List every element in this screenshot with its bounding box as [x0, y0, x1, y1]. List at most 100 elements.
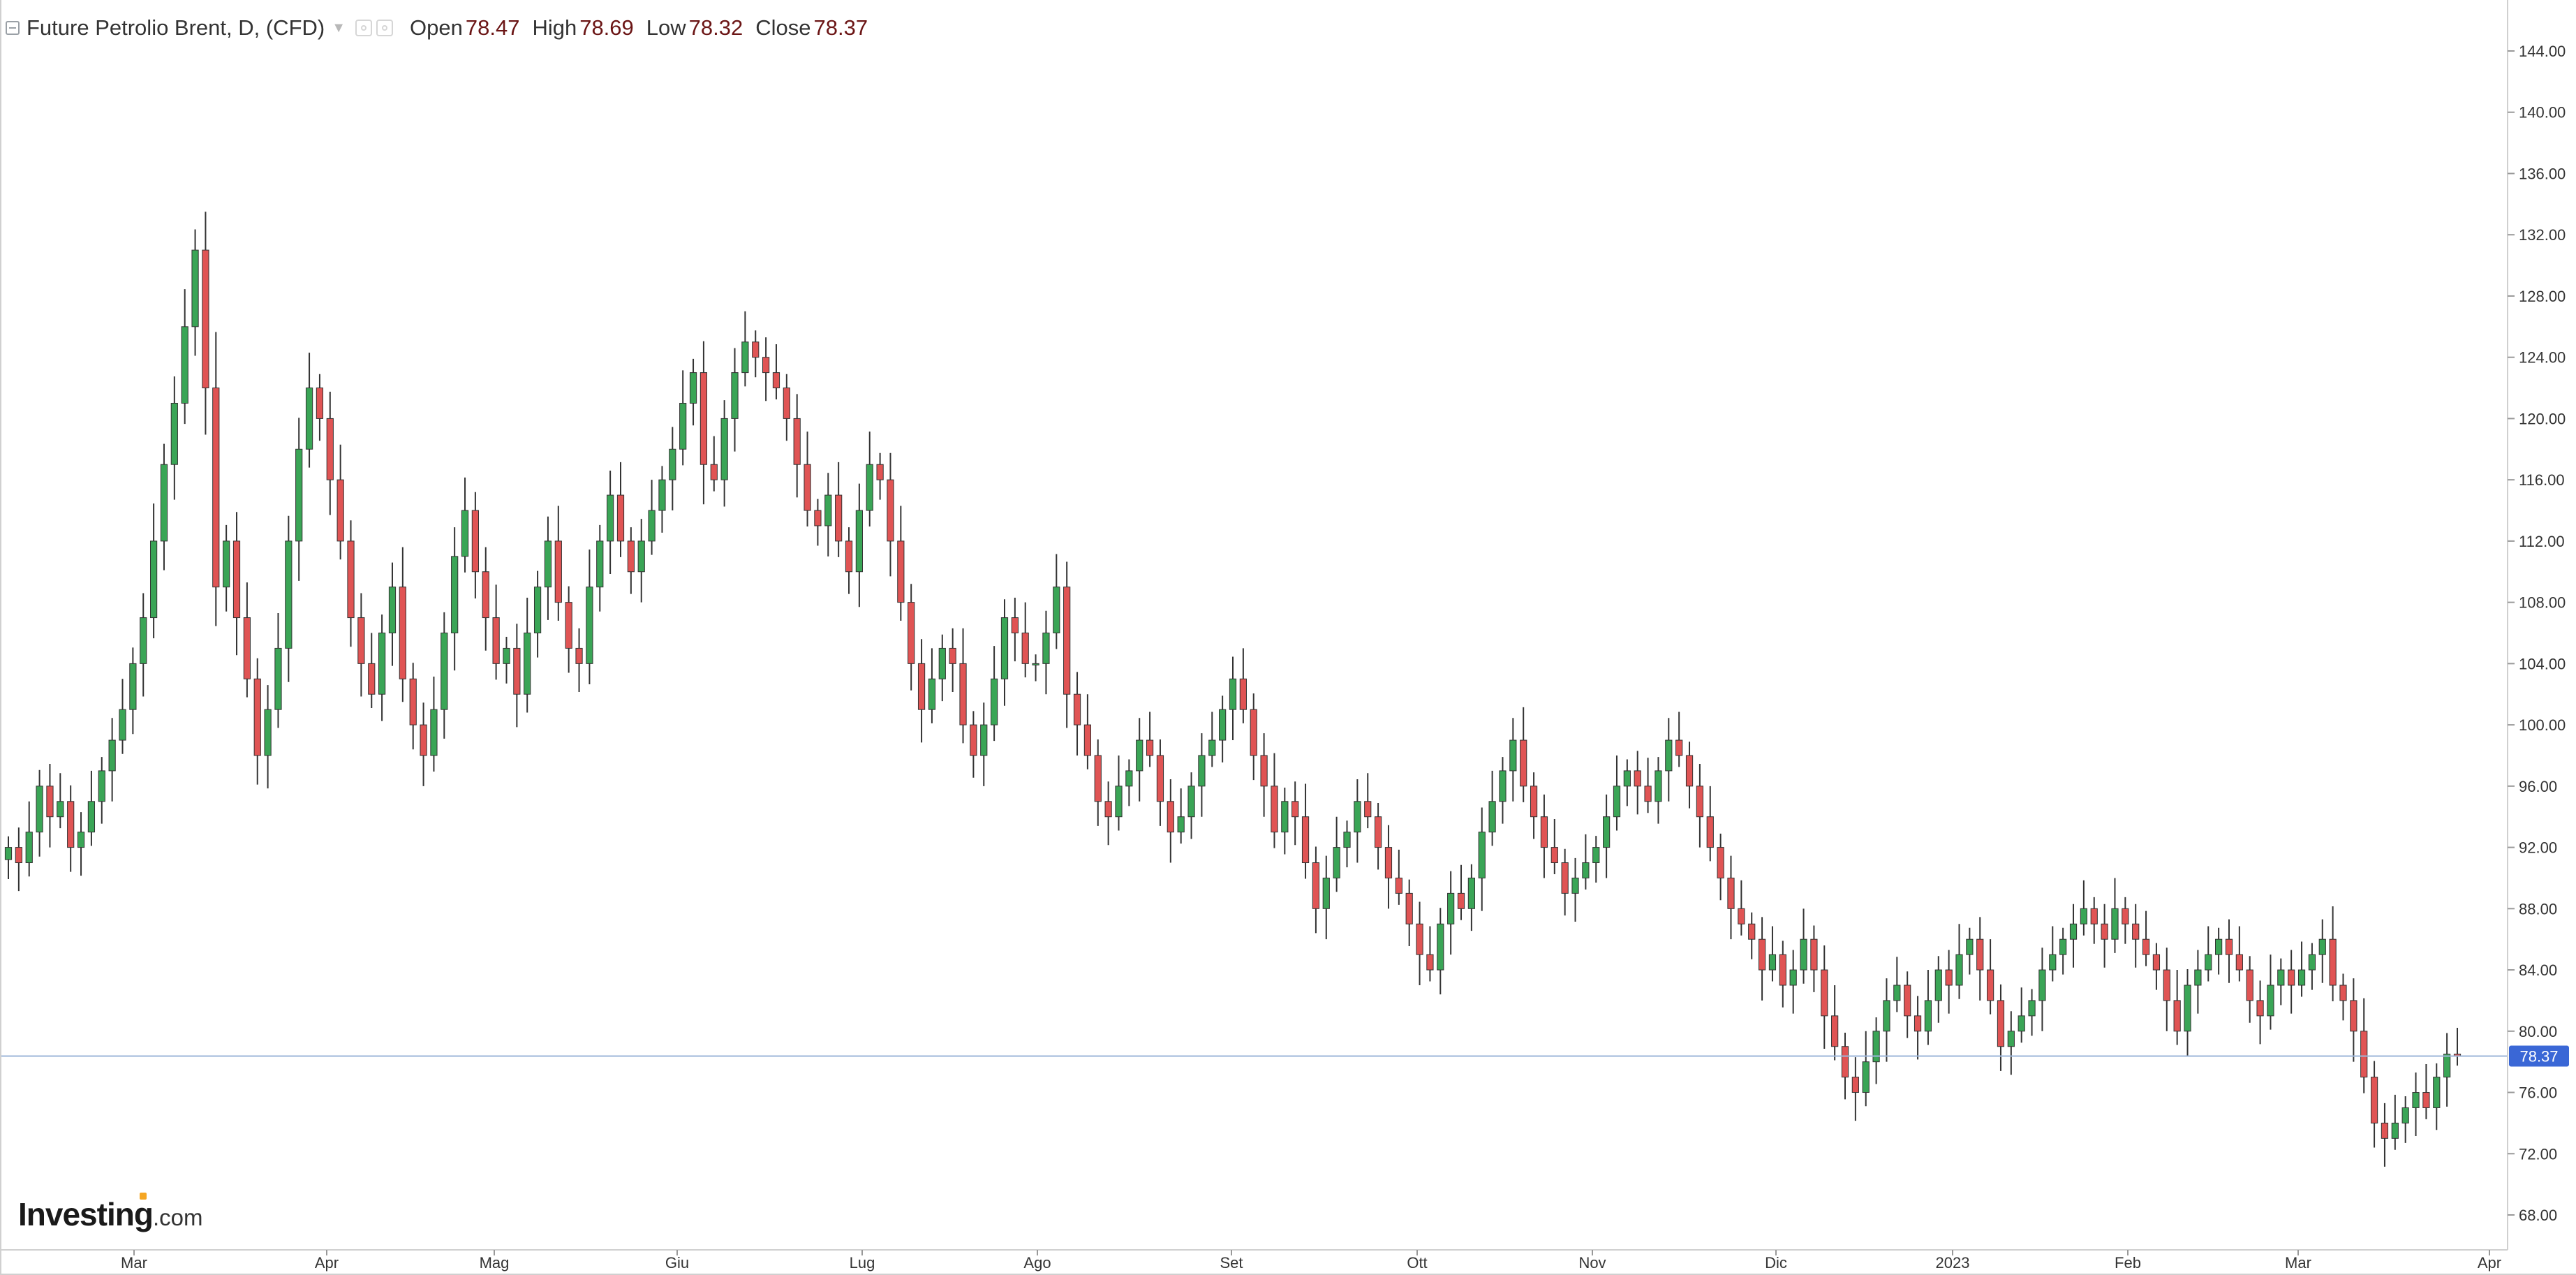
- candle[interactable]: [2090, 897, 2098, 944]
- candle[interactable]: [77, 812, 85, 876]
- candle[interactable]: [2308, 943, 2316, 990]
- candle[interactable]: [316, 374, 324, 441]
- candle[interactable]: [1966, 927, 1974, 975]
- candle[interactable]: [1665, 718, 1673, 802]
- candle[interactable]: [1499, 757, 1507, 824]
- candle[interactable]: [1706, 786, 1714, 862]
- candle[interactable]: [2142, 911, 2150, 966]
- candle[interactable]: [482, 547, 489, 651]
- candle[interactable]: [492, 584, 500, 680]
- candle[interactable]: [2329, 906, 2337, 1002]
- candle[interactable]: [108, 718, 116, 802]
- candle[interactable]: [357, 593, 365, 697]
- candle[interactable]: [1997, 984, 2005, 1071]
- candle[interactable]: [1758, 917, 1766, 1001]
- candle[interactable]: [1260, 733, 1268, 817]
- candle[interactable]: [596, 524, 604, 612]
- candle[interactable]: [1437, 908, 1444, 995]
- candle[interactable]: [1821, 945, 1828, 1049]
- candle[interactable]: [1623, 759, 1631, 806]
- candle[interactable]: [938, 634, 946, 702]
- candle[interactable]: [1291, 781, 1299, 846]
- candle[interactable]: [451, 527, 459, 671]
- candle[interactable]: [897, 506, 905, 621]
- candle[interactable]: [2350, 978, 2357, 1062]
- candle[interactable]: [181, 289, 188, 425]
- candle[interactable]: [1841, 1032, 1849, 1100]
- candle[interactable]: [1021, 602, 1029, 678]
- candle[interactable]: [2028, 989, 2036, 1036]
- candle[interactable]: [544, 516, 552, 620]
- candle[interactable]: [1063, 561, 1071, 728]
- investing-logo[interactable]: Investing.com: [18, 1193, 202, 1233]
- candle[interactable]: [689, 358, 697, 426]
- candle[interactable]: [887, 452, 894, 577]
- candle[interactable]: [1904, 971, 1911, 1038]
- candle[interactable]: [637, 519, 645, 603]
- candle[interactable]: [991, 646, 998, 742]
- candle[interactable]: [305, 353, 313, 468]
- candle[interactable]: [845, 527, 853, 594]
- candle[interactable]: [1333, 816, 1340, 892]
- candle[interactable]: [710, 436, 718, 492]
- candle[interactable]: [1146, 712, 1154, 767]
- candle[interactable]: [1488, 770, 1496, 846]
- candle[interactable]: [1592, 836, 1600, 883]
- candle[interactable]: [2184, 968, 2191, 1056]
- candle[interactable]: [2173, 970, 2181, 1045]
- candle[interactable]: [1727, 855, 1735, 940]
- candle[interactable]: [533, 570, 542, 658]
- candle[interactable]: [1768, 926, 1777, 982]
- candle[interactable]: [1167, 779, 1174, 863]
- candle[interactable]: [2339, 973, 2347, 1021]
- candle[interactable]: [87, 770, 96, 846]
- candle[interactable]: [1893, 957, 1901, 1012]
- candle[interactable]: [699, 341, 708, 505]
- candle[interactable]: [855, 483, 863, 607]
- candle[interactable]: [232, 512, 241, 656]
- candle[interactable]: [420, 702, 427, 786]
- candle[interactable]: [1509, 718, 1517, 802]
- candle[interactable]: [160, 443, 168, 570]
- time-axis[interactable]: Mar Apr Mag Giu Lug Ago Set Ott Nov Dic 2023 Feb Mar…: [121, 1250, 2501, 1272]
- candle[interactable]: [409, 663, 417, 750]
- candle[interactable]: [461, 477, 469, 573]
- candle[interactable]: [2225, 919, 2233, 983]
- candle[interactable]: [2018, 987, 2025, 1043]
- candle[interactable]: [2267, 955, 2274, 1030]
- candle[interactable]: [607, 470, 614, 575]
- candle[interactable]: [1343, 820, 1351, 868]
- candle[interactable]: [1613, 755, 1621, 831]
- candle[interactable]: [129, 647, 137, 735]
- candle[interactable]: [191, 229, 199, 356]
- settings-icon[interactable]: [376, 20, 394, 36]
- candle[interactable]: [399, 547, 406, 702]
- candle[interactable]: [243, 582, 251, 698]
- candle[interactable]: [2111, 878, 2119, 953]
- candle[interactable]: [1384, 825, 1393, 909]
- candle[interactable]: [917, 639, 926, 743]
- candle[interactable]: [285, 515, 293, 682]
- candle[interactable]: [430, 677, 438, 772]
- candle[interactable]: [347, 520, 355, 647]
- candle[interactable]: [2163, 948, 2170, 1031]
- candle[interactable]: [1955, 924, 1963, 999]
- candle[interactable]: [1924, 970, 1932, 1045]
- candle[interactable]: [1934, 956, 1942, 1023]
- candle[interactable]: [1229, 656, 1237, 741]
- candle[interactable]: [1354, 779, 1361, 863]
- candle[interactable]: [554, 506, 562, 621]
- candle[interactable]: [1416, 901, 1423, 985]
- candle[interactable]: [2422, 1063, 2430, 1119]
- candle[interactable]: [1738, 880, 1745, 936]
- candle[interactable]: [1478, 807, 1486, 911]
- candle[interactable]: [336, 444, 344, 560]
- candle[interactable]: [648, 480, 656, 555]
- candle[interactable]: [2007, 1011, 2015, 1075]
- candle[interactable]: [2297, 941, 2306, 997]
- candle[interactable]: [2401, 1096, 2409, 1143]
- candle[interactable]: [1281, 788, 1289, 855]
- candle[interactable]: [876, 452, 884, 500]
- collapse-toggle-icon[interactable]: [6, 21, 20, 35]
- candle[interactable]: [1301, 783, 1310, 879]
